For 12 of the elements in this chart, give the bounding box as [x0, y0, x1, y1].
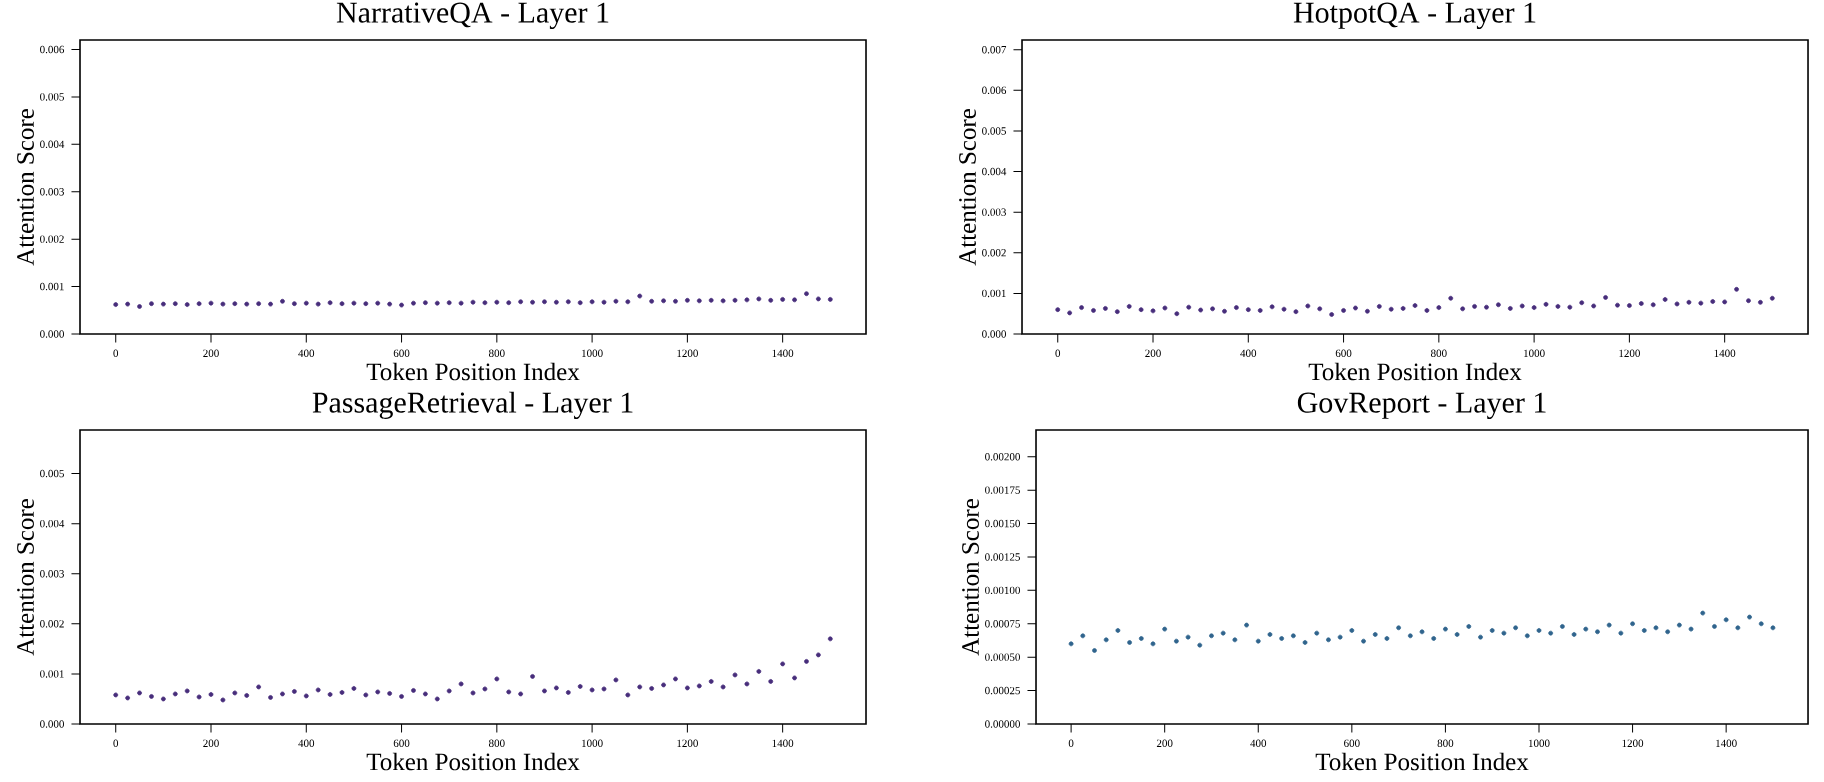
x-axis-title: Token Position Index: [1308, 362, 1522, 381]
x-axis-title: Token Position Index: [1315, 752, 1529, 771]
x-axis-title: Token Position Index: [366, 752, 580, 771]
chart-title: NarrativeQA - Layer 1: [336, 2, 609, 29]
chart-title: HotpotQA - Layer 1: [1293, 2, 1536, 29]
chart-title: PassageRetrieval - Layer 1: [312, 391, 633, 419]
y-axis-title: Attention Score: [17, 499, 34, 656]
y-axis-title: Attention Score: [959, 109, 976, 266]
y-axis-title: Attention Score: [962, 499, 979, 656]
chart-title: GovReport - Layer 1: [1297, 392, 1546, 419]
x-axis-title: Token Position Index: [366, 362, 580, 381]
y-axis-title: Attention Score: [17, 109, 34, 266]
